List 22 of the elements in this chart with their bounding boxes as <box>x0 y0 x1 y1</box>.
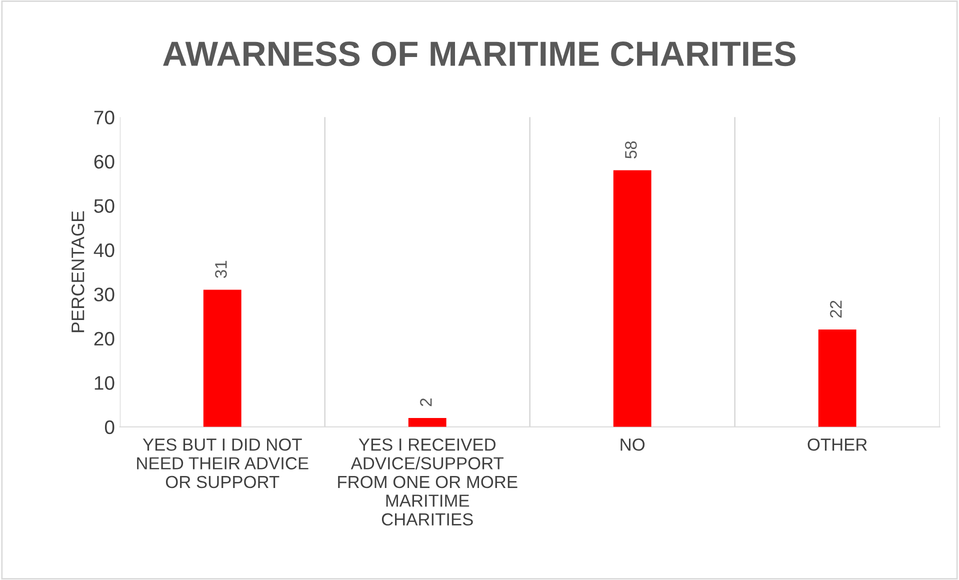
y-axis-title: PERCENTAGE <box>71 211 84 332</box>
y-tick-label: 0 <box>104 420 114 434</box>
x-tick-label: OTHER <box>808 438 867 451</box>
bar <box>203 290 242 427</box>
data-label: 22 <box>830 300 842 318</box>
x-tick-label: YES BUT I DID NOT NEED THEIR ADVICE OR SUPPORT <box>137 438 308 488</box>
y-tick-label: 60 <box>94 154 114 169</box>
y-tick-label: 20 <box>94 332 114 346</box>
y-tick-label: 50 <box>94 199 114 213</box>
bar <box>613 170 652 427</box>
data-label: 31 <box>215 260 227 278</box>
bar <box>818 330 856 427</box>
y-tick-label: 30 <box>94 288 114 302</box>
data-label: 2 <box>420 398 432 406</box>
y-tick-label: 10 <box>94 376 114 390</box>
y-tick-label: 40 <box>94 243 114 258</box>
x-tick-label: NO <box>620 438 645 451</box>
bar <box>408 418 446 427</box>
x-tick-label: YES I RECEIVED ADVICE/SUPPORT FROM ONE OR MORE MARITIME CHARITIES <box>338 438 518 526</box>
chart-title: AWARNESS OF MARITIME CHARITIES <box>163 42 796 66</box>
y-tick-label: 70 <box>94 110 114 124</box>
data-label: 58 <box>625 141 637 158</box>
